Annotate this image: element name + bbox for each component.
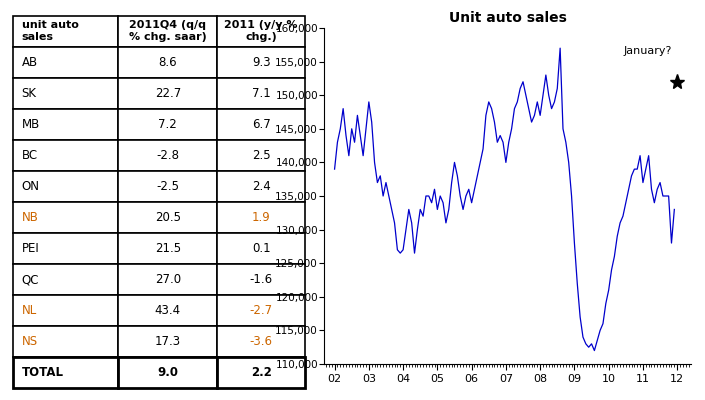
Text: MB: MB bbox=[22, 118, 39, 131]
Text: 2011 (y/y %
chg.): 2011 (y/y % chg.) bbox=[224, 20, 298, 42]
Bar bbox=[118, 109, 217, 140]
Text: 27.0: 27.0 bbox=[154, 273, 181, 286]
Bar bbox=[118, 171, 217, 202]
Bar bbox=[217, 202, 305, 233]
Bar bbox=[13, 109, 118, 140]
Text: SK: SK bbox=[22, 87, 37, 100]
Text: BC: BC bbox=[22, 149, 37, 162]
Text: 2011Q4 (q/q
% chg. saar): 2011Q4 (q/q % chg. saar) bbox=[129, 20, 207, 42]
Bar bbox=[13, 295, 118, 326]
Text: TOTAL: TOTAL bbox=[22, 366, 63, 379]
Bar bbox=[118, 326, 217, 357]
Bar bbox=[118, 264, 217, 295]
Text: -1.6: -1.6 bbox=[250, 273, 273, 286]
Bar bbox=[13, 78, 118, 109]
Text: 1.9: 1.9 bbox=[252, 211, 271, 224]
Bar bbox=[118, 357, 217, 388]
Text: 22.7: 22.7 bbox=[154, 87, 181, 100]
Text: unit auto
sales: unit auto sales bbox=[22, 20, 78, 42]
Text: NS: NS bbox=[22, 335, 37, 348]
Text: AB: AB bbox=[22, 56, 37, 69]
Text: NL: NL bbox=[22, 304, 37, 317]
Text: 9.0: 9.0 bbox=[157, 366, 178, 379]
Bar bbox=[118, 233, 217, 264]
Bar bbox=[217, 295, 305, 326]
Text: 7.2: 7.2 bbox=[159, 118, 177, 131]
Text: -2.7: -2.7 bbox=[250, 304, 273, 317]
Bar bbox=[217, 47, 305, 78]
Text: 17.3: 17.3 bbox=[154, 335, 181, 348]
Bar bbox=[217, 16, 305, 47]
Text: 2.4: 2.4 bbox=[252, 180, 271, 193]
Bar bbox=[217, 233, 305, 264]
Text: -2.5: -2.5 bbox=[157, 180, 179, 193]
Bar bbox=[217, 109, 305, 140]
Title: Unit auto sales: Unit auto sales bbox=[448, 12, 567, 26]
Bar bbox=[118, 202, 217, 233]
Text: 9.3: 9.3 bbox=[252, 56, 271, 69]
Bar bbox=[13, 16, 118, 47]
Bar bbox=[217, 78, 305, 109]
Text: 43.4: 43.4 bbox=[154, 304, 181, 317]
Bar bbox=[217, 326, 305, 357]
Bar bbox=[217, 140, 305, 171]
Bar bbox=[118, 16, 217, 47]
Text: 8.6: 8.6 bbox=[159, 56, 177, 69]
Bar bbox=[13, 264, 118, 295]
Bar bbox=[217, 171, 305, 202]
Bar bbox=[13, 202, 118, 233]
Text: 2.2: 2.2 bbox=[251, 366, 271, 379]
Bar bbox=[13, 171, 118, 202]
Text: 6.7: 6.7 bbox=[252, 118, 271, 131]
Bar bbox=[13, 233, 118, 264]
Bar bbox=[13, 47, 118, 78]
Text: 2.5: 2.5 bbox=[252, 149, 271, 162]
Text: January?: January? bbox=[624, 46, 672, 56]
Text: 0.1: 0.1 bbox=[252, 242, 271, 255]
Text: NB: NB bbox=[22, 211, 38, 224]
Text: -3.6: -3.6 bbox=[250, 335, 273, 348]
Bar bbox=[217, 264, 305, 295]
Text: PEI: PEI bbox=[22, 242, 39, 255]
Bar bbox=[118, 140, 217, 171]
Bar bbox=[13, 357, 118, 388]
Bar bbox=[118, 47, 217, 78]
Text: ON: ON bbox=[22, 180, 39, 193]
Text: -2.8: -2.8 bbox=[157, 149, 179, 162]
Text: 7.1: 7.1 bbox=[252, 87, 271, 100]
Text: QC: QC bbox=[22, 273, 39, 286]
Bar bbox=[118, 295, 217, 326]
Bar bbox=[118, 78, 217, 109]
Text: 20.5: 20.5 bbox=[155, 211, 180, 224]
Text: 21.5: 21.5 bbox=[154, 242, 181, 255]
Bar bbox=[13, 140, 118, 171]
Bar bbox=[217, 357, 305, 388]
Bar bbox=[13, 326, 118, 357]
